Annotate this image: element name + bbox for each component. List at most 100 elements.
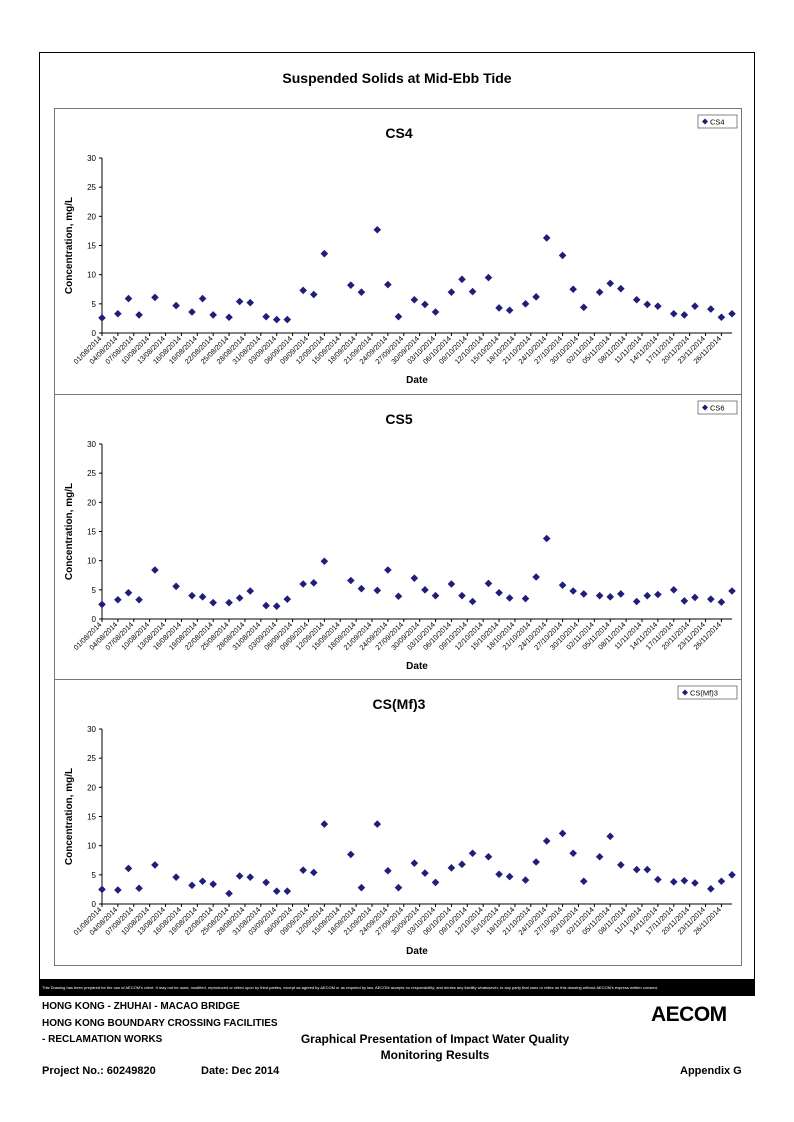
data-point bbox=[643, 591, 652, 600]
data-point bbox=[654, 875, 662, 884]
data-point bbox=[262, 878, 270, 887]
data-point bbox=[447, 864, 456, 872]
data-point bbox=[728, 871, 736, 879]
data-point bbox=[262, 601, 270, 610]
y-tick-label: 20 bbox=[87, 212, 96, 221]
data-point bbox=[410, 574, 419, 582]
chart-panel-cs5: CS5 0 5 10 15 20 25 30 01/08/2014 04/08/2014 07/08… bbox=[54, 394, 742, 680]
data-point bbox=[654, 302, 662, 310]
y-tick-label: 10 bbox=[87, 842, 96, 851]
description-line-2: Monitoring Results bbox=[380, 1048, 490, 1062]
data-point bbox=[532, 293, 540, 301]
chart-csmf3: CS(Mf)305101520253001/08/201404/08/20140… bbox=[64, 685, 738, 957]
data-point bbox=[114, 309, 122, 318]
y-tick-label: 25 bbox=[87, 183, 96, 192]
data-point bbox=[542, 234, 551, 242]
chart-cs4: CS405101520253001/08/201404/08/201407/08… bbox=[64, 114, 738, 386]
data-point bbox=[235, 297, 244, 306]
data-point bbox=[225, 889, 233, 898]
y-tick-label: 30 bbox=[87, 154, 96, 163]
data-point bbox=[151, 861, 159, 869]
data-point bbox=[124, 294, 133, 303]
y-tick-label: 25 bbox=[87, 469, 96, 478]
data-point bbox=[669, 878, 678, 886]
data-point bbox=[458, 275, 466, 284]
data-point bbox=[495, 870, 503, 879]
data-point bbox=[484, 579, 493, 588]
data-point bbox=[617, 861, 625, 869]
data-point bbox=[151, 293, 159, 302]
data-point bbox=[283, 315, 292, 324]
data-point bbox=[172, 582, 180, 591]
data-point bbox=[691, 593, 699, 602]
data-point bbox=[569, 285, 577, 294]
data-point bbox=[606, 593, 615, 601]
data-point bbox=[617, 590, 625, 598]
legend-label: CS4 bbox=[710, 118, 725, 127]
data-point bbox=[188, 591, 196, 600]
data-point bbox=[188, 881, 196, 890]
data-point bbox=[357, 288, 366, 296]
data-point bbox=[320, 557, 329, 566]
aecom-logo: AECOM bbox=[651, 1003, 727, 1026]
data-point bbox=[595, 852, 604, 861]
chart-title: CS(Mf)3 bbox=[373, 696, 426, 712]
data-point bbox=[299, 580, 307, 588]
y-tick-label: 15 bbox=[87, 813, 96, 822]
data-point bbox=[707, 305, 715, 313]
data-point bbox=[198, 593, 207, 601]
y-tick-label: 5 bbox=[92, 871, 97, 880]
data-point bbox=[532, 858, 540, 866]
data-point bbox=[394, 592, 403, 601]
chart-panel-csmf3: CS(Mf)3 0 5 10 15 20 25 30 01/08/2014 04/08/2014 0… bbox=[54, 679, 742, 966]
data-point bbox=[595, 288, 604, 296]
description-line-1: Graphical Presentation of Impact Water Q… bbox=[300, 1032, 570, 1046]
data-point bbox=[135, 311, 143, 319]
data-point bbox=[595, 591, 604, 600]
data-point bbox=[669, 586, 678, 594]
data-point bbox=[272, 887, 281, 895]
data-point bbox=[124, 864, 133, 873]
appendix-label: Appendix G bbox=[680, 1065, 742, 1077]
data-point bbox=[542, 534, 551, 543]
y-tick-label: 10 bbox=[87, 271, 96, 280]
data-point bbox=[373, 820, 382, 828]
data-point bbox=[114, 595, 122, 604]
data-point bbox=[532, 573, 540, 581]
data-point bbox=[394, 883, 403, 892]
data-point bbox=[272, 315, 281, 324]
data-point bbox=[707, 885, 715, 893]
data-point bbox=[421, 586, 429, 594]
data-point bbox=[495, 304, 503, 312]
data-point bbox=[521, 300, 530, 308]
data-point bbox=[484, 852, 493, 861]
data-point bbox=[421, 869, 429, 877]
data-point bbox=[209, 311, 217, 319]
data-point bbox=[235, 872, 244, 880]
data-point bbox=[373, 225, 382, 234]
legend-marker bbox=[702, 404, 708, 411]
data-point bbox=[468, 849, 477, 858]
data-point bbox=[447, 288, 456, 296]
data-point bbox=[717, 598, 726, 606]
legend-box bbox=[697, 400, 738, 415]
data-point bbox=[320, 249, 329, 258]
data-point bbox=[384, 566, 392, 574]
project-line-2: HONG KONG BOUNDARY CROSSING FACILITIES bbox=[42, 1018, 278, 1029]
data-point bbox=[246, 587, 255, 595]
data-point bbox=[521, 876, 530, 884]
y-axis-label: Concentration, mg/L bbox=[64, 197, 75, 294]
data-point bbox=[643, 300, 652, 309]
data-point bbox=[468, 287, 477, 296]
data-point bbox=[669, 309, 678, 318]
y-tick-label: 15 bbox=[87, 528, 96, 537]
data-point bbox=[172, 873, 180, 881]
y-tick-label: 30 bbox=[87, 440, 96, 449]
drawing-frame bbox=[39, 52, 755, 980]
data-point bbox=[680, 876, 689, 885]
data-point bbox=[431, 591, 440, 600]
data-point bbox=[347, 850, 355, 859]
data-point bbox=[728, 309, 736, 318]
data-point bbox=[225, 598, 233, 607]
data-point bbox=[188, 308, 196, 316]
